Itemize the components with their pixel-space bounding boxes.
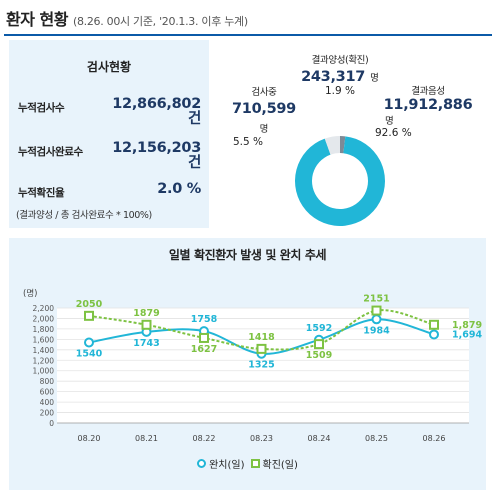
y-tick-label: 1,600: [33, 335, 55, 344]
completed-tests-value: 12,156,203 건: [112, 141, 201, 171]
negative-unit: 명: [385, 116, 394, 127]
point-recovered[interactable]: [84, 337, 94, 348]
positive-rate-value: 2.0 %: [157, 181, 201, 197]
y-tick-label: 800: [40, 377, 55, 386]
y-tick-label: 0: [49, 419, 54, 428]
point-confirmed[interactable]: [84, 310, 94, 321]
testing-unit: 명: [259, 124, 269, 135]
positive-label-group: 결과양성(확진) 243,317 명 1.9 %: [295, 52, 385, 97]
x-tick-label: 08.26: [423, 434, 446, 443]
y-tick-label: 2,200: [33, 304, 55, 313]
y-axis-label: (명): [23, 288, 37, 299]
donut-slice-testing: [324, 136, 340, 155]
y-tick-label: 200: [40, 409, 55, 418]
data-label-recovered: 1325: [248, 360, 274, 371]
positive-rate-label: 누적확진율: [18, 187, 65, 199]
negative-label: 결과음성: [411, 86, 445, 97]
cumulative-tests-value: 12,866,802 건: [112, 97, 201, 127]
testing-label: 검사중: [251, 87, 277, 98]
page-title: 환자 현황: [6, 10, 68, 29]
point-confirmed[interactable]: [314, 339, 324, 350]
data-label-recovered: 1592: [306, 323, 332, 334]
legend-item-confirmed[interactable]: 확진(일): [250, 456, 298, 471]
square-marker-icon: [250, 459, 260, 468]
point-recovered[interactable]: [371, 314, 382, 325]
completed-tests-label: 누적검사완료수: [18, 146, 83, 158]
x-tick-label: 08.23: [250, 434, 273, 443]
legend-item-recovered[interactable]: 완치(일): [197, 456, 245, 471]
y-tick-label: 1,800: [33, 325, 55, 334]
data-label-recovered: 1540: [76, 349, 103, 360]
circle-marker-icon: [197, 459, 207, 468]
header-divider: [4, 34, 492, 36]
negative-value: 11,912,886: [383, 97, 473, 113]
point-confirmed[interactable]: [429, 319, 439, 330]
test-status-panel: 검사현황 누적검사수 12,866,802 건 누적검사완료수 12,156,2…: [9, 40, 209, 228]
y-tick-label: 1,200: [33, 356, 55, 365]
result-donut-chart: [295, 136, 385, 226]
data-label-confirmed: 2050: [76, 299, 103, 310]
negative-pct: 92.6 %: [375, 127, 412, 139]
y-tick-label: 600: [40, 388, 55, 397]
donut-slice-positive: [340, 136, 346, 154]
page-subtitle: (8.26. 00시 기준, '20.1.3. 이후 누계): [72, 15, 248, 28]
y-tick-label: 1,000: [33, 367, 55, 376]
point-recovered[interactable]: [429, 329, 439, 340]
y-tick-label: 400: [40, 398, 55, 407]
data-label-recovered: 1984: [363, 325, 390, 336]
data-label-recovered: 1758: [191, 314, 218, 325]
cumulative-tests-unit: 건: [187, 111, 201, 127]
data-label-recovered: 1,694: [452, 329, 482, 340]
x-tick-label: 08.20: [78, 434, 101, 443]
donut-slice-negative: [295, 136, 385, 226]
positive-unit: 명: [370, 73, 379, 84]
data-label-confirmed: 2151: [363, 294, 389, 305]
data-label-recovered: 1743: [133, 338, 159, 349]
point-confirmed[interactable]: [141, 319, 152, 330]
data-label-confirmed: 1418: [248, 332, 275, 343]
point-confirmed[interactable]: [371, 305, 382, 316]
test-result-panel: 결과양성(확진) 243,317 명 1.9 % 검사중 710,599 명 5…: [209, 40, 486, 228]
testing-value: 710,599: [232, 101, 296, 117]
data-label-confirmed: 1879: [133, 308, 159, 319]
chart-title: 일별 확진환자 발생 및 완치 추세: [168, 248, 327, 262]
x-tick-label: 08.25: [365, 434, 388, 443]
x-tick-label: 08.24: [308, 434, 331, 443]
x-tick-label: 08.21: [135, 434, 158, 443]
testing-label-group: 검사중 710,599 명 5.5 %: [229, 84, 299, 148]
point-confirmed[interactable]: [199, 332, 209, 343]
page-header: 환자 현황 (8.26. 00시 기준, '20.1.3. 이후 누계): [0, 0, 495, 34]
point-confirmed[interactable]: [256, 343, 267, 354]
negative-label-group: 결과음성 11,912,886 명 92.6 %: [375, 83, 481, 139]
positive-label: 결과양성(확진): [311, 55, 369, 66]
cumulative-tests-number: 12,866,802: [112, 96, 201, 112]
legend-label-recovered: 완치(일): [209, 460, 245, 471]
cumulative-tests-label: 누적검사수: [18, 102, 65, 114]
positive-rate-note: (결과양성 / 총 검사완료수 * 100%): [16, 210, 152, 221]
daily-trend-panel: (명) 0 200 400 600 800 1,000 1,200 1,400 1,600 1,80…: [9, 238, 486, 490]
y-tick-label: 1,400: [33, 346, 55, 355]
positive-value: 243,317: [301, 69, 366, 85]
test-status-title: 검사현황: [86, 60, 132, 74]
data-label-confirmed: 1,879: [452, 320, 482, 331]
legend-label-confirmed: 확진(일): [262, 460, 298, 471]
x-tick-label: 08.22: [193, 434, 216, 443]
completed-tests-number: 12,156,203: [112, 140, 201, 156]
completed-tests-unit: 건: [187, 155, 201, 171]
testing-pct: 5.5 %: [233, 136, 264, 148]
data-label-confirmed: 1627: [191, 344, 217, 355]
chart-legend: 완치(일) 확진(일): [9, 456, 486, 471]
positive-pct: 1.9 %: [324, 85, 355, 97]
plot-area: [57, 308, 469, 423]
y-tick-label: 2,000: [33, 314, 55, 323]
data-label-confirmed: 1509: [306, 350, 332, 361]
